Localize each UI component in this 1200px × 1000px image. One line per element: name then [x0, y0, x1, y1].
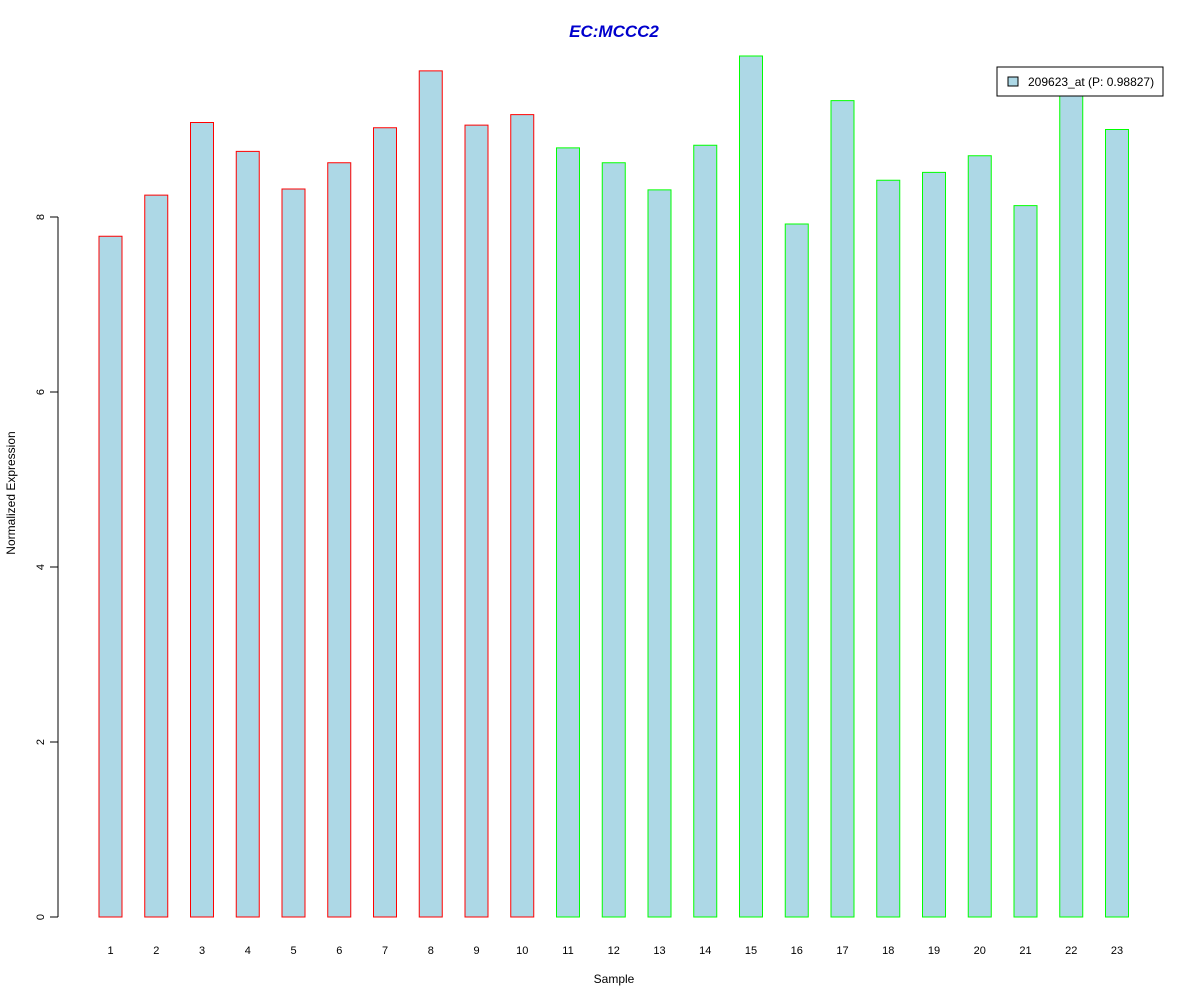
y-tick-label: 8: [35, 214, 47, 220]
bar-sample-2: [144, 194, 169, 918]
bar-sample-8: [418, 70, 443, 918]
bar-sample-23: [1105, 129, 1129, 918]
x-tick-label: 7: [382, 945, 388, 957]
bar-sample-6: [327, 162, 352, 918]
x-tick-label: 21: [1019, 945, 1031, 957]
legend-label: 209623_at (P: 0.98827): [1028, 75, 1154, 89]
bar-sample-21: [1013, 205, 1038, 918]
x-tick-label: 14: [699, 945, 711, 957]
bar-sample-9: [464, 124, 489, 918]
x-tick-label: 13: [653, 945, 665, 957]
x-tick-label: 6: [336, 945, 342, 957]
x-tick-label: 11: [562, 945, 573, 957]
legend-box: [996, 66, 1164, 97]
bar-sample-4: [235, 150, 260, 918]
bar-sample-10: [510, 114, 535, 918]
x-tick-label: 10: [516, 945, 528, 957]
bar-sample-17: [830, 100, 855, 918]
bar-sample-16: [784, 223, 809, 918]
x-tick-label: 2: [153, 945, 159, 957]
bar-sample-12: [601, 162, 626, 918]
x-tick-label: 22: [1065, 945, 1077, 957]
bar-sample-7: [373, 127, 397, 918]
x-tick-label: 17: [836, 945, 848, 957]
bar-sample-11: [556, 147, 580, 918]
x-tick-label: 5: [290, 945, 296, 957]
chart-title: EC:MCCC2: [569, 22, 659, 41]
x-tick-label: 20: [974, 945, 986, 957]
x-tick-label: 16: [791, 945, 803, 957]
bars: [98, 55, 1129, 918]
y-tick-label: 2: [35, 739, 47, 745]
bar-sample-14: [693, 144, 718, 918]
x-tick-label: 4: [245, 945, 251, 957]
y-tick-label: 0: [35, 914, 47, 920]
bar-sample-13: [647, 189, 672, 918]
x-tick-label: 1: [107, 945, 113, 957]
bar-sample-19: [922, 171, 946, 918]
x-tick-label: 9: [473, 945, 479, 957]
legend-swatch: [1007, 76, 1019, 87]
legend: 209623_at (P: 0.98827): [996, 66, 1164, 97]
x-tick-label: 18: [882, 945, 894, 957]
bar-sample-5: [281, 188, 306, 918]
bar-sample-18: [876, 179, 901, 918]
x-tick-labels: 1 2 3 4 5 6 7 8 9 10 11 12 13 14 15 16 17 18 19 20 21 22 23: [107, 945, 1123, 957]
x-tick-label: 8: [428, 945, 434, 957]
bar-sample-22: [1059, 89, 1084, 918]
bar-sample-20: [967, 155, 992, 918]
x-axis-label: Sample: [594, 972, 635, 986]
bar-sample-1: [98, 235, 123, 918]
bar-sample-15: [739, 55, 763, 918]
y-tick-label: 4: [35, 564, 47, 570]
y-axis-label: Normalized Expression: [4, 431, 18, 554]
y-ticks: 0 2 4 6 8: [35, 214, 58, 920]
x-tick-label: 12: [608, 945, 620, 957]
bar-sample-3: [190, 122, 214, 918]
x-tick-label: 15: [745, 945, 757, 957]
x-tick-label: 23: [1111, 945, 1123, 957]
x-tick-label: 19: [928, 945, 940, 957]
x-tick-label: 3: [199, 945, 205, 957]
y-tick-label: 6: [35, 389, 47, 395]
